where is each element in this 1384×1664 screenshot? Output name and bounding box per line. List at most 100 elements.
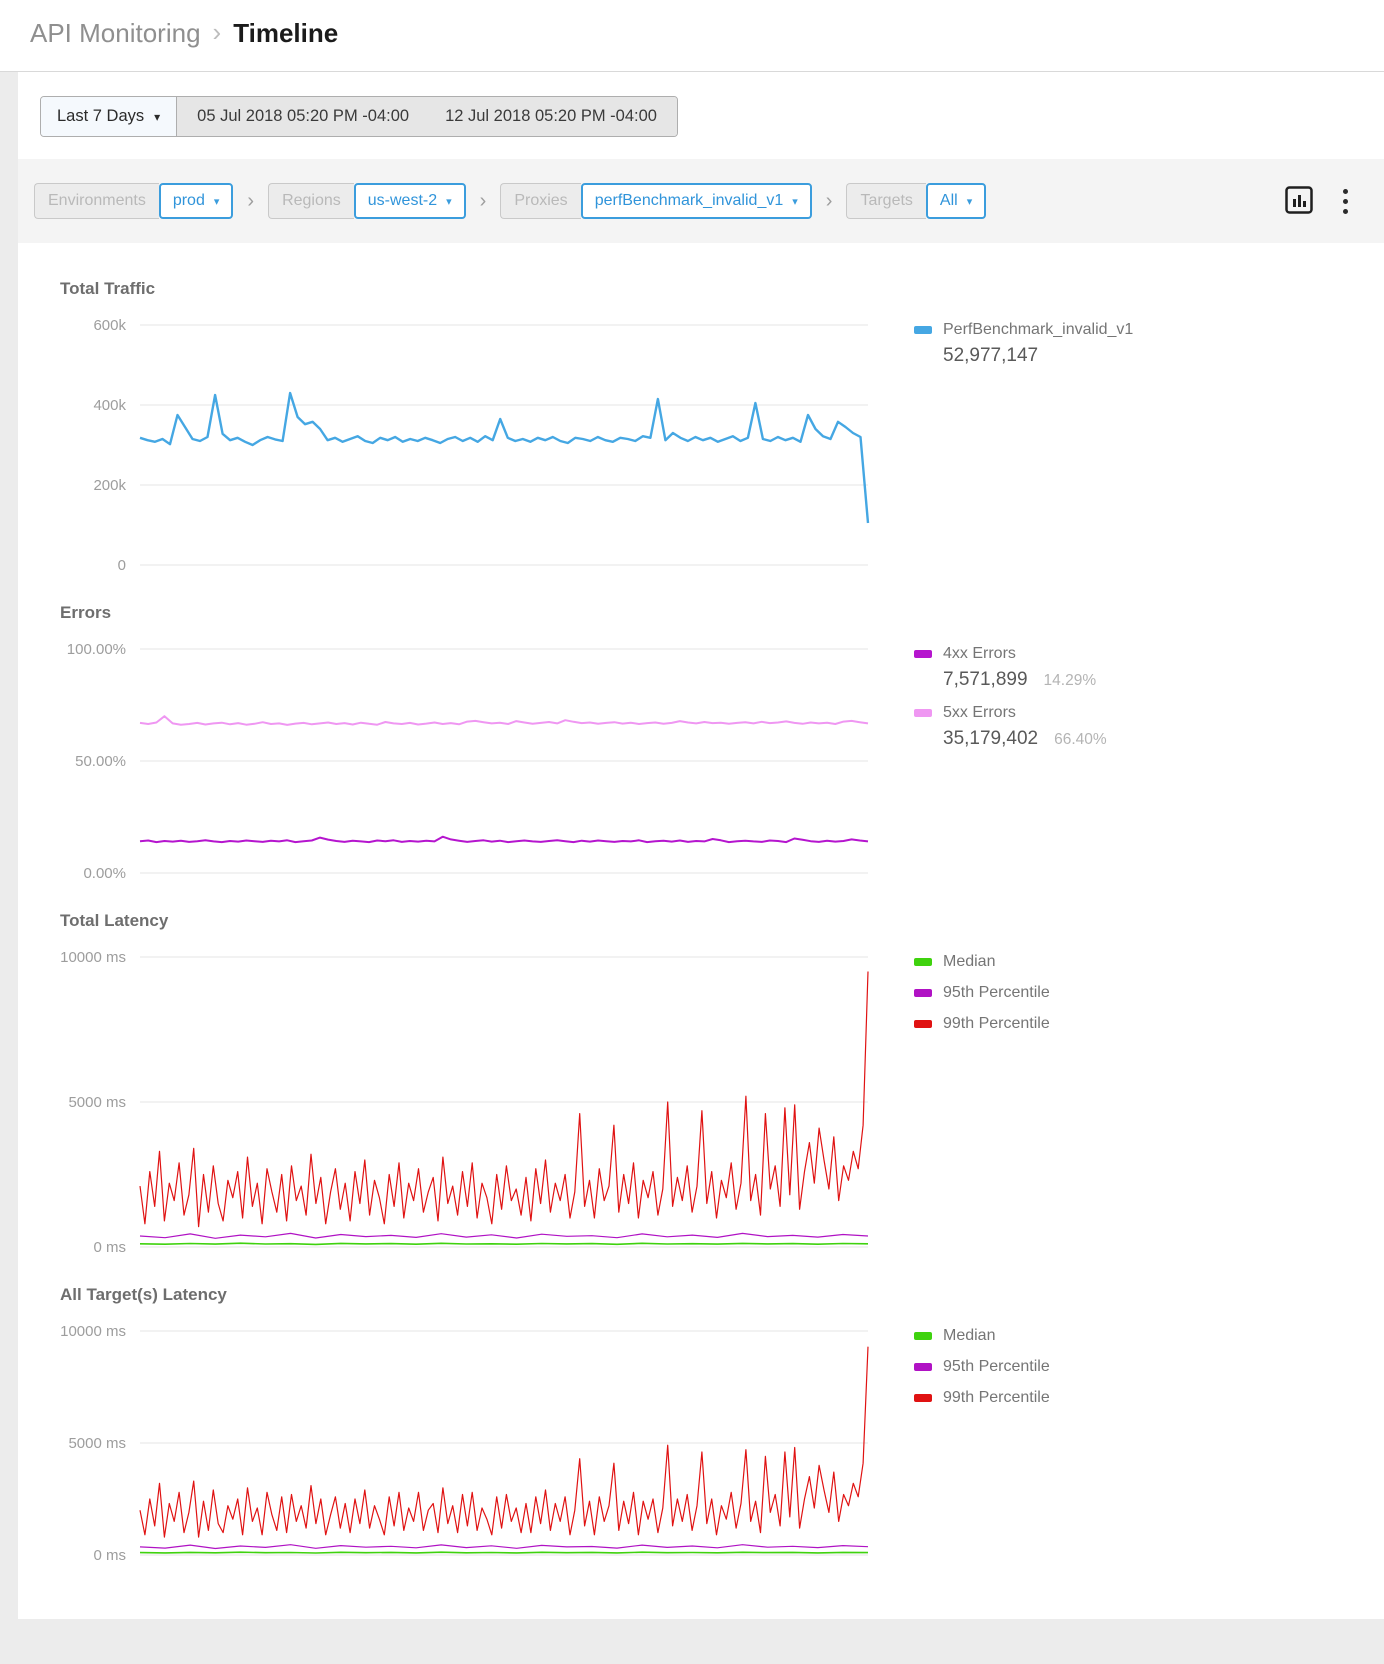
legend-value: 7,571,899 [943, 669, 1028, 690]
legend-label: PerfBenchmark_invalid_v1 [943, 321, 1134, 338]
legend-label: 5xx Errors [943, 704, 1016, 721]
total-traffic-legend: PerfBenchmark_invalid_v1 52,977,147 [914, 321, 1133, 380]
legend-label: Median [943, 1327, 996, 1344]
legend-item: 95th Percentile [914, 984, 1050, 1002]
legend-item: Median [914, 953, 1050, 971]
legend-percentage: 14.29% [1043, 672, 1097, 689]
legend-label: 95th Percentile [943, 1358, 1050, 1375]
filter-value-proxies[interactable]: perfBenchmark_invalid_v1 ▾ [580, 183, 812, 219]
y-tick-label: 0.00% [83, 865, 126, 882]
errors-4xx-series-line [139, 835, 869, 844]
chart-title-total-traffic: Total Traffic [60, 279, 156, 298]
errors-5xx-series-line [139, 715, 869, 726]
p95-series-line [139, 1544, 869, 1550]
legend-swatch-icon [914, 989, 932, 997]
filter-label-environments: Environments [34, 183, 159, 219]
filter-proxies: Proxies perfBenchmark_invalid_v1 ▾ [500, 183, 812, 219]
filter-environments: Environments prod ▾ [34, 183, 234, 219]
median-series-line [139, 1242, 869, 1246]
y-tick-label: 0 [118, 557, 126, 574]
kebab-menu-icon [1337, 188, 1354, 214]
chart-section-target-latency: All Target(s) Latency 10000 ms 5000 ms 0 m… [60, 1285, 1384, 1571]
legend-swatch-icon [914, 1394, 932, 1402]
date-range-picker: Last 7 Days ▾ 05 Jul 2018 05:20 PM -04:0… [40, 96, 678, 137]
caret-down-icon: ▾ [154, 109, 161, 124]
caret-down-icon: ▾ [792, 195, 798, 208]
filter-regions-selected: us-west-2 [367, 192, 438, 209]
median-series-line [139, 1551, 869, 1554]
chart-section-errors: Errors 100.00% 50.00% 0.00% 4xx Errors 7,57… [60, 603, 1384, 889]
filter-groups: Environments prod ▾ › Regions us-west-2 … [34, 183, 987, 219]
range-preset-label: Last 7 Days [57, 107, 145, 125]
target-latency-legend: Median 95th Percentile 99th Percentile [914, 1327, 1050, 1420]
traffic-series-line [139, 391, 870, 524]
total-latency-chart: 10000 ms 5000 ms 0 ms [60, 949, 869, 1256]
range-end-date: 12 Jul 2018 05:20 PM -04:00 [445, 107, 657, 125]
legend-swatch-icon [914, 709, 932, 717]
chevron-right-icon: › [247, 189, 255, 212]
range-preset-dropdown[interactable]: Last 7 Days ▾ [41, 97, 178, 136]
app-header: API Monitoring › Timeline [0, 0, 1384, 72]
legend-swatch-icon [914, 958, 932, 966]
p99-series-line [139, 971, 869, 1228]
y-tick-label: 10000 ms [60, 1323, 126, 1340]
chart-title-errors: Errors [60, 603, 112, 622]
y-tick-label: 0 ms [93, 1547, 126, 1564]
filter-label-proxies: Proxies [500, 183, 581, 219]
range-start-date: 05 Jul 2018 05:20 PM -04:00 [197, 107, 410, 125]
filter-proxies-selected: perfBenchmark_invalid_v1 [594, 192, 784, 209]
legend-swatch-icon [914, 650, 932, 658]
y-tick-label: 50.00% [75, 753, 126, 770]
page-title: Timeline [233, 18, 339, 48]
y-tick-label: 5000 ms [68, 1094, 126, 1111]
legend-item: 99th Percentile [914, 1389, 1050, 1407]
chart-type-button[interactable] [1283, 184, 1315, 219]
legend-swatch-icon [914, 1363, 932, 1371]
errors-chart: 100.00% 50.00% 0.00% [67, 641, 869, 882]
filter-targets: Targets All ▾ [846, 183, 987, 219]
y-tick-label: 200k [93, 477, 126, 494]
chart-section-total-traffic: Total Traffic 600k 400k 200k 0 PerfBenchmar… [60, 279, 1384, 581]
legend-swatch-icon [914, 1332, 932, 1340]
legend-item: 4xx Errors 7,571,899 14.29% [914, 645, 1107, 691]
filter-regions: Regions us-west-2 ▾ [268, 183, 466, 219]
chart-title-target-latency: All Target(s) Latency [60, 1285, 227, 1304]
legend-value: 35,179,402 [943, 728, 1039, 749]
legend-percentage: 66.40% [1054, 731, 1107, 748]
legend-label: 99th Percentile [943, 1389, 1050, 1406]
p99-series-line [139, 1346, 869, 1538]
legend-label: 99th Percentile [943, 1015, 1050, 1032]
y-tick-label: 100.00% [67, 641, 126, 658]
legend-value: 52,977,147 [943, 345, 1039, 366]
breadcrumb-api-monitoring[interactable]: API Monitoring [30, 18, 201, 48]
caret-down-icon: ▾ [966, 195, 973, 208]
legend-label: Median [943, 953, 996, 970]
legend-item: PerfBenchmark_invalid_v1 52,977,147 [914, 321, 1133, 367]
caret-down-icon: ▾ [213, 195, 220, 208]
filter-label-targets: Targets [846, 183, 926, 219]
legend-item: 95th Percentile [914, 1358, 1050, 1376]
filter-label-regions: Regions [268, 183, 354, 219]
filter-value-environments[interactable]: prod ▾ [158, 183, 234, 219]
page-body: Last 7 Days ▾ 05 Jul 2018 05:20 PM -04:0… [18, 72, 1384, 1619]
legend-label: 4xx Errors [943, 645, 1016, 662]
daterange-row: Last 7 Days ▾ 05 Jul 2018 05:20 PM -04:0… [18, 72, 1384, 159]
legend-item: 5xx Errors 35,179,402 66.40% [914, 704, 1107, 750]
filter-bar: Environments prod ▾ › Regions us-west-2 … [18, 159, 1384, 243]
caret-down-icon: ▾ [446, 195, 452, 208]
filter-value-targets[interactable]: All ▾ [925, 183, 987, 219]
legend-swatch-icon [914, 1020, 932, 1028]
bar-chart-icon [1285, 185, 1313, 217]
chevron-right-icon: › [825, 189, 833, 212]
breadcrumb: API Monitoring › Timeline [30, 17, 1384, 49]
more-menu-button[interactable] [1335, 187, 1356, 216]
legend-item: Median [914, 1327, 1050, 1345]
filter-actions [1283, 184, 1356, 219]
y-tick-label: 600k [93, 317, 126, 334]
range-dates[interactable]: 05 Jul 2018 05:20 PM -04:00 12 Jul 2018 … [177, 97, 677, 136]
filter-value-regions[interactable]: us-west-2 ▾ [353, 183, 466, 219]
legend-item: 99th Percentile [914, 1015, 1050, 1033]
p95-series-line [139, 1232, 869, 1239]
chart-title-total-latency: Total Latency [60, 911, 169, 930]
y-tick-label: 400k [93, 397, 126, 414]
